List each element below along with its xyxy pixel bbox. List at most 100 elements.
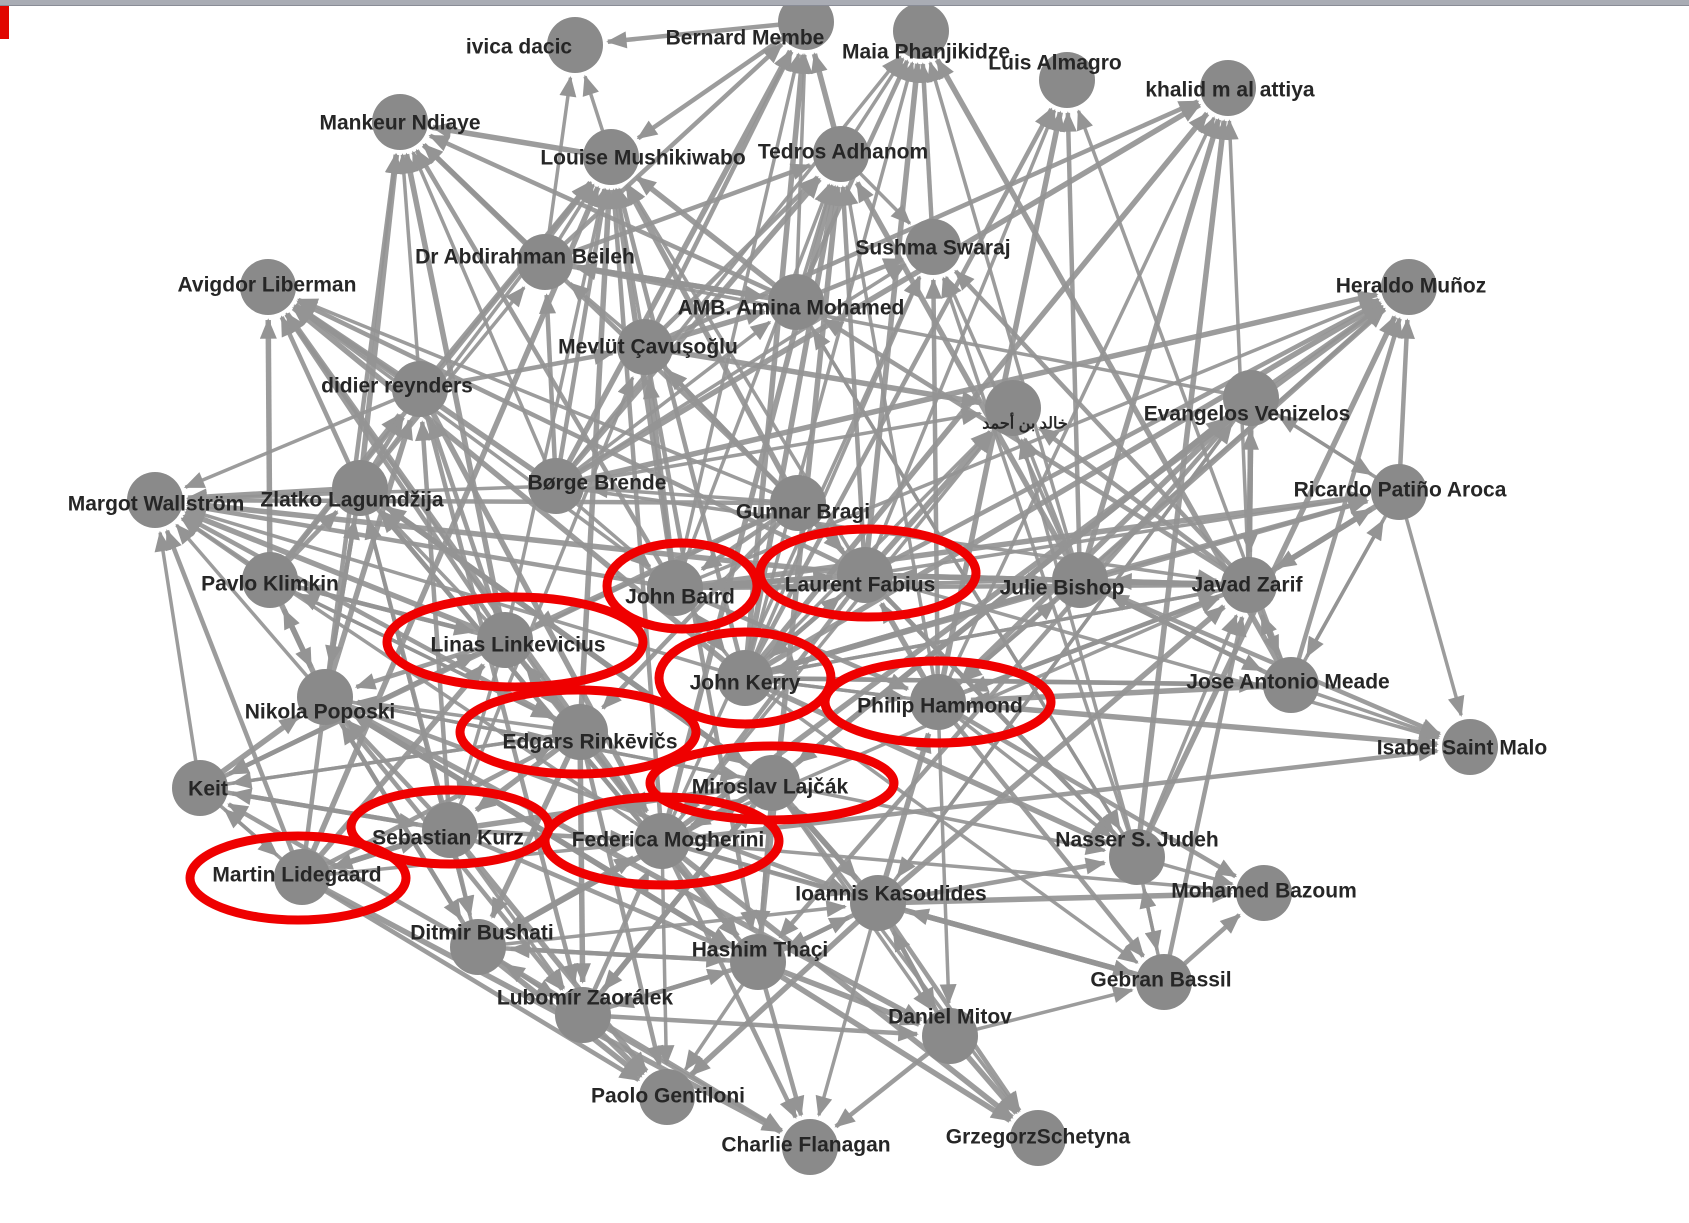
graph-node-heraldo-munoz[interactable] <box>1381 259 1437 315</box>
graph-edge <box>428 418 503 628</box>
node-label-didier-reynders: didier reynders <box>321 375 473 398</box>
graph-node-pavlo-klimkin[interactable] <box>242 552 298 608</box>
graph-edge <box>785 784 1107 856</box>
graph-node-grzegorz-schetyna[interactable] <box>1010 1110 1066 1166</box>
graph-node-john-kerry[interactable] <box>717 650 773 706</box>
graph-node-didier-reynders[interactable] <box>392 361 448 417</box>
graph-edge <box>746 61 916 665</box>
graph-node-bernard-membe[interactable] <box>778 0 834 50</box>
graph-node-luis-almagro[interactable] <box>1039 52 1095 108</box>
graph-edge <box>566 102 1202 482</box>
graph-edge <box>754 594 842 671</box>
graph-node-miroslav-lajcak[interactable] <box>744 755 800 811</box>
graph-node-ivica-dacic[interactable] <box>547 17 603 73</box>
graph-edge <box>615 187 744 666</box>
node-label-julie-bishop: Julie Bishop <box>1000 577 1125 600</box>
graph-node-nasser-s-judeh[interactable] <box>1109 829 1165 885</box>
graph-edge <box>811 52 841 142</box>
graph-node-gebran-bassil[interactable] <box>1136 954 1192 1010</box>
graph-edge <box>835 185 867 562</box>
graph-node-lubomir-zaoralek[interactable] <box>555 987 611 1043</box>
node-label-edgars-rinkevics: Edgars Rinkēvičs <box>502 731 677 754</box>
node-label-pavlo-klimkin: Pavlo Klimkin <box>201 573 339 596</box>
graph-node-julie-bishop[interactable] <box>1052 552 1108 608</box>
graph-edge <box>340 723 473 937</box>
window-top-bar <box>0 0 1689 6</box>
graph-node-louise-mushikiwabo[interactable] <box>583 129 639 185</box>
graph-edge <box>556 187 611 473</box>
highlight-ellipse-edgars-rinkevics <box>455 685 701 779</box>
graph-node-jose-antonio-meade[interactable] <box>1263 657 1319 713</box>
graph-node-martin-lidegaard[interactable] <box>274 849 330 905</box>
graph-edge <box>595 968 729 1014</box>
graph-node-philip-hammond[interactable] <box>910 674 966 730</box>
graph-node-khalid-bin-ahmed[interactable] <box>985 380 1041 436</box>
graph-edge <box>539 293 558 473</box>
node-label-gebran-bassil: Gebran Bassil <box>1090 969 1231 992</box>
graph-node-isabel-saint-malo[interactable] <box>1442 719 1498 775</box>
graph-edge <box>491 900 847 948</box>
graph-node-paolo-gentiloni[interactable] <box>639 1069 695 1125</box>
graph-node-margot-wallstrom[interactable] <box>127 472 183 528</box>
graph-edge <box>671 847 1014 1120</box>
graph-node-mohamed-bazoum[interactable] <box>1236 865 1292 921</box>
graph-node-gunnar-bragi[interactable] <box>770 475 826 531</box>
graph-edge <box>154 530 200 775</box>
graph-edge <box>680 584 859 817</box>
graph-edge <box>768 967 1012 1123</box>
node-label-maia-phanjikidze: Maia Phanjikidze <box>842 41 1010 64</box>
graph-node-avigdor-liberman[interactable] <box>240 259 296 315</box>
node-label-dr-abdirahman-beileh: Dr Abdirahman Beileh <box>415 246 635 269</box>
graph-node-john-baird[interactable] <box>647 560 703 616</box>
graph-node-federica-mogherini[interactable] <box>634 813 690 869</box>
node-label-khalid-m-al-attiya: khalid m al attiya <box>1145 79 1315 102</box>
graph-node-evangelos-venizelos[interactable] <box>1223 370 1279 426</box>
graph-node-zlatko-lagumdzija[interactable] <box>332 460 388 516</box>
graph-edge <box>915 62 935 234</box>
graph-node-amb-amina-mohamed[interactable] <box>768 274 824 330</box>
node-label-bernard-membe: Bernard Membe <box>666 27 825 50</box>
graph-node-ioannis-kasoulides[interactable] <box>850 875 906 931</box>
graph-node-ditmir-bushati[interactable] <box>450 919 506 975</box>
graph-node-edgars-rinkevics[interactable] <box>552 704 608 760</box>
edges-layer <box>154 21 1465 1134</box>
graph-node-nikola-poposki[interactable] <box>297 669 353 725</box>
graph-node-sushma-swaraj[interactable] <box>905 219 961 275</box>
graph-edge <box>545 76 577 249</box>
graph-edge <box>1140 613 1239 845</box>
graph-edge <box>886 604 1226 896</box>
graph-node-hashim-thaci[interactable] <box>730 934 786 990</box>
graph-edge <box>1241 429 1259 572</box>
graph-edge <box>309 663 486 869</box>
graph-node-mevlut-cavusoglu[interactable] <box>617 319 673 375</box>
graph-edge <box>395 153 421 376</box>
graph-node-maia-phanjikidze[interactable] <box>893 3 949 59</box>
graph-edge <box>1296 519 1385 674</box>
graph-edge <box>689 910 870 1077</box>
highlight-ellipse-john-kerry <box>654 627 836 729</box>
graph-node-khalid-m-al-attiya[interactable] <box>1200 60 1256 116</box>
node-label-grzegorz-schetyna: GrzegorzSchetyna <box>946 1126 1131 1149</box>
graph-node-daniel-mitov[interactable] <box>922 1008 978 1064</box>
graph-node-javad-zarif[interactable] <box>1221 557 1277 613</box>
graph-node-linas-linkevicius[interactable] <box>477 612 533 668</box>
graph-edge <box>891 885 1233 906</box>
graph-edge <box>569 408 983 486</box>
graph-node-laurent-fabius[interactable] <box>837 547 893 603</box>
graph-edge <box>1221 119 1251 572</box>
graph-node-charlie-flanagan[interactable] <box>782 1119 838 1175</box>
graph-node-tedros-adhanom[interactable] <box>813 126 869 182</box>
node-label-paolo-gentiloni: Paolo Gentiloni <box>591 1085 745 1108</box>
graph-node-keit[interactable] <box>172 760 228 816</box>
graph-edge <box>927 61 1078 568</box>
graph-node-mankeur-ndiaye[interactable] <box>372 94 428 150</box>
nodes-layer <box>127 0 1498 1175</box>
graph-node-ricardo-patino-aroca[interactable] <box>1371 464 1427 520</box>
graph-edge <box>596 1013 919 1042</box>
graph-node-sebastian-kurz[interactable] <box>422 802 478 858</box>
graph-edge <box>415 420 452 817</box>
graph-node-dr-abdirahman-beileh[interactable] <box>517 234 573 290</box>
graph-node-borge-brende[interactable] <box>528 458 584 514</box>
